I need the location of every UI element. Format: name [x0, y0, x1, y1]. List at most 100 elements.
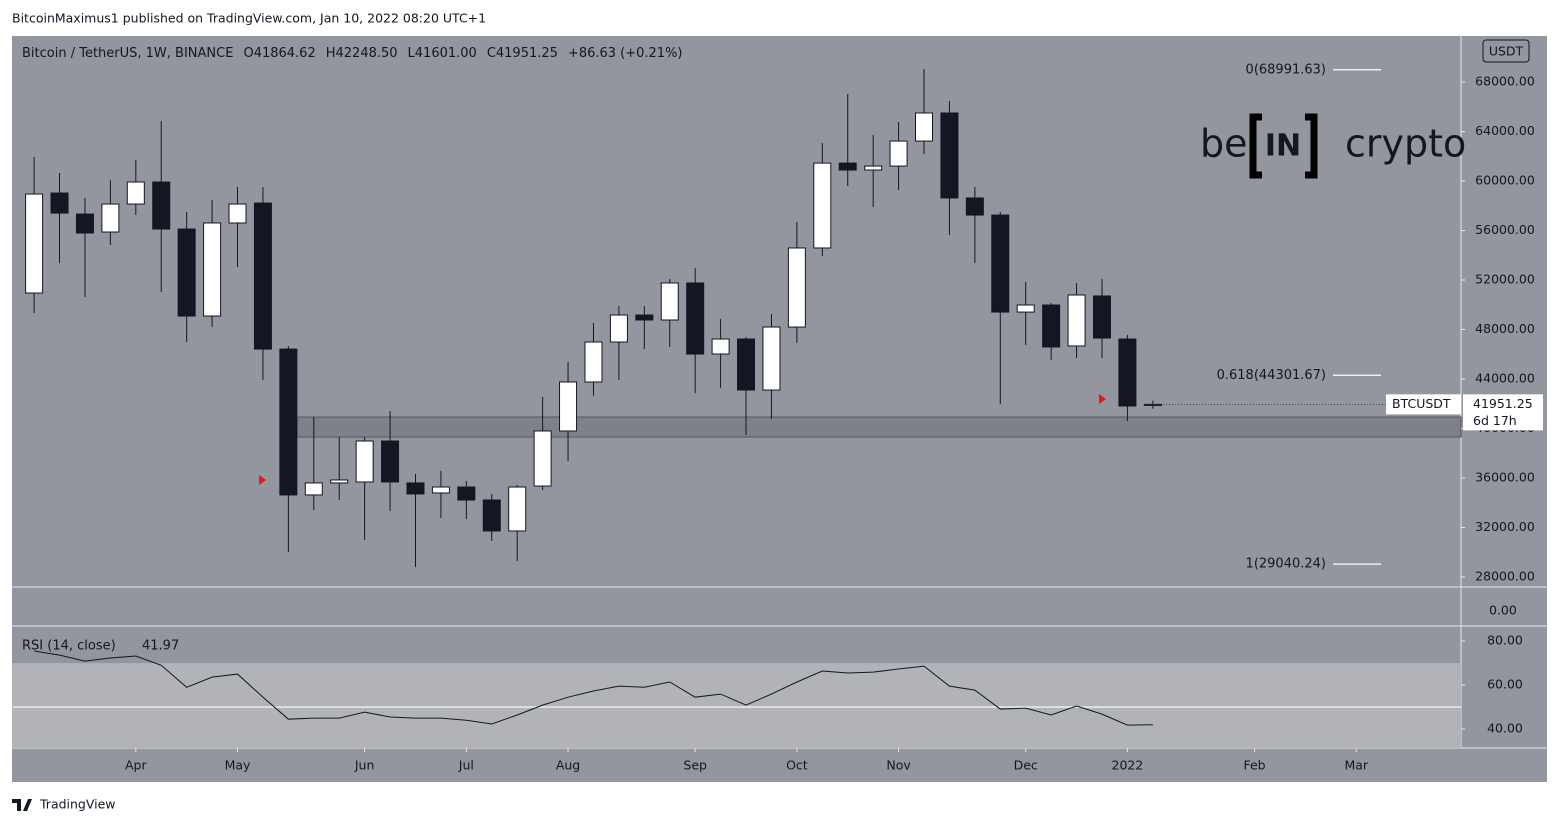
candle-body: [864, 165, 883, 171]
candle-body: [406, 482, 425, 495]
footer: TradingView: [12, 797, 116, 812]
candle-body: [228, 203, 247, 224]
fib-label: 1(29040.24): [1246, 557, 1326, 572]
candle-body: [635, 314, 654, 321]
candle-body: [279, 348, 298, 496]
x-tick-label: Apr: [125, 758, 147, 773]
candle-body: [508, 486, 527, 532]
logo-brackets: [1249, 113, 1318, 179]
candle-body: [584, 341, 603, 383]
candle-body: [381, 440, 400, 483]
fib-label: 0(68991.63): [1246, 62, 1326, 77]
price-box: [1386, 394, 1461, 415]
candle-body: [1067, 294, 1086, 347]
candle-body: [889, 140, 908, 167]
x-tick-label: Sep: [683, 758, 707, 773]
candle-body: [711, 338, 730, 355]
candle-body: [431, 486, 450, 494]
candle-body: [1016, 304, 1035, 313]
plot: 28000.0032000.0036000.0040000.0044000.00…: [12, 62, 1543, 773]
publisher: BitcoinMaximus1 published on TradingView…: [12, 11, 486, 26]
y-tick-label: 36000.00: [1475, 469, 1535, 484]
legend-item: 41601.00: [415, 46, 477, 61]
legend-item: 42248.50: [336, 46, 398, 61]
rsi-band: [12, 663, 1461, 748]
candle-body: [101, 203, 120, 233]
legend-item: 41864.62: [254, 46, 316, 61]
y-tick-label: 60000.00: [1475, 173, 1535, 188]
candle-body: [330, 479, 349, 484]
candle-body: [686, 282, 705, 355]
symbol-label: BTCUSDT: [1392, 396, 1451, 411]
x-tick-label: May: [225, 758, 251, 773]
legend: Bitcoin / TetherUS, 1W, BINANCE O41864.62…: [22, 46, 683, 61]
candle-body: [203, 222, 222, 317]
legend-item: +86.63 (+0.21%): [568, 46, 683, 61]
legend-item: C: [487, 46, 496, 61]
y-tick-label: 40.00: [1487, 721, 1523, 736]
candle-body: [991, 214, 1010, 313]
y-tick-label: 52000.00: [1475, 272, 1535, 287]
pane-label: 0.00: [1489, 603, 1517, 618]
candle-body: [1118, 338, 1137, 407]
candle-body: [559, 381, 578, 432]
footer-text: TradingView: [39, 797, 116, 812]
x-tick-label: Mar: [1344, 758, 1368, 773]
x-tick-label: Dec: [1014, 758, 1038, 773]
rsi-line: [34, 650, 1153, 726]
legend-item: Bitcoin / TetherUS, 1W, BINANCE: [22, 46, 233, 61]
y-tick-label: 80.00: [1487, 633, 1523, 648]
x-tick-label: Oct: [786, 758, 808, 773]
candle-body: [609, 314, 628, 343]
candle-body: [126, 181, 145, 205]
legend-item: O: [243, 46, 253, 61]
candle-body: [50, 192, 69, 214]
candle-body: [915, 112, 934, 142]
logo-text: IN: [1265, 129, 1301, 164]
logo-text: crypto: [1345, 122, 1466, 166]
candle-body: [838, 162, 857, 171]
y-tick-label: 28000.00: [1475, 568, 1535, 583]
candle-body: [940, 112, 959, 199]
logo: be IN crypto: [1200, 113, 1466, 179]
unit-label: USDT: [1489, 44, 1524, 59]
price-box: [1463, 394, 1543, 431]
y-tick-label: 68000.00: [1475, 74, 1535, 89]
x-tick-label: Feb: [1243, 758, 1265, 773]
x-tick-label: Aug: [556, 758, 580, 773]
candle-body: [1143, 403, 1162, 406]
y-tick-label: 48000.00: [1475, 321, 1535, 336]
unit-box: [1482, 39, 1530, 63]
candle-body: [533, 430, 552, 487]
candle-body: [355, 440, 374, 483]
logo-text: be: [1200, 122, 1248, 166]
footer-logo: [12, 799, 32, 811]
legend-item: 41951.25: [496, 46, 558, 61]
candle-body: [25, 193, 44, 294]
fib-label: 0.618(44301.67): [1217, 368, 1326, 383]
y-tick-label: 64000.00: [1475, 123, 1535, 138]
rsi-current: 41.97: [142, 639, 179, 654]
y-tick-label: 60.00: [1487, 677, 1523, 692]
candle-body: [737, 338, 756, 391]
x-tick-label: Jun: [354, 758, 375, 773]
candle-body: [762, 326, 781, 391]
candle-body: [75, 213, 94, 234]
candle-body: [457, 486, 476, 501]
countdown: 6d 17h: [1473, 413, 1517, 428]
candle-body: [813, 162, 832, 249]
candle-body: [787, 247, 806, 328]
candle-body: [482, 499, 501, 532]
y-tick-label: 32000.00: [1475, 519, 1535, 534]
chart-frame: [12, 36, 1547, 782]
candle-body: [660, 282, 679, 321]
x-tick-label: 2022: [1112, 758, 1144, 773]
x-tick-label: Nov: [886, 758, 911, 773]
candle-body: [965, 197, 984, 216]
candle-body: [1092, 295, 1111, 339]
y-tick-label: 44000.00: [1475, 371, 1535, 386]
candle-body: [1042, 304, 1061, 348]
candle-body: [253, 202, 272, 350]
legend-item: H: [326, 46, 336, 61]
